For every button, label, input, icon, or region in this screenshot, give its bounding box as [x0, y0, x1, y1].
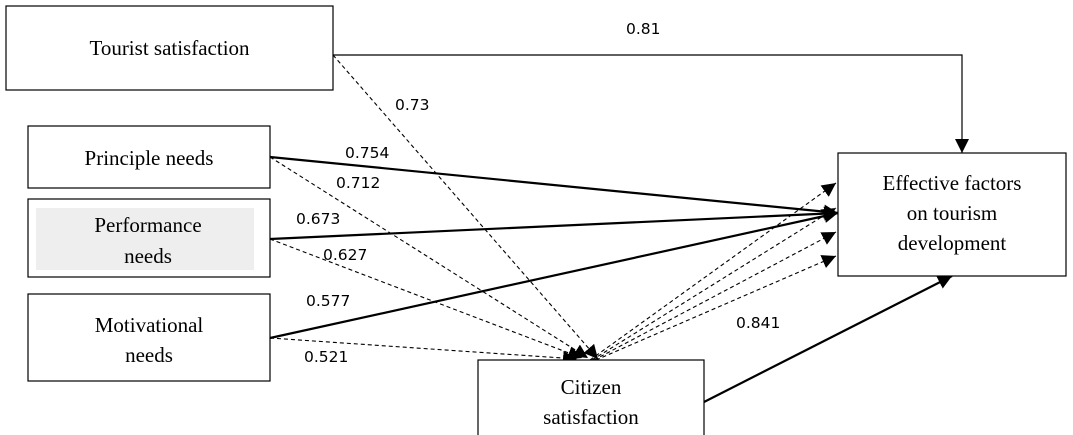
- node-effective-factors: Effective factors on tourism development: [837, 152, 1067, 277]
- arrow-principle-to-effective: [269, 155, 839, 219]
- node-label-line: needs: [124, 244, 172, 268]
- coef-tourist-to-citizen: 0.73: [395, 96, 430, 114]
- svg-text:on tourism: on tourism: [907, 201, 997, 225]
- arrow-performance-to-effective: [269, 206, 839, 241]
- node-principle-needs: Principle needs: [27, 125, 271, 189]
- node-label-line: Effective factors: [883, 171, 1022, 195]
- node-performance-needs: Performance needs: [27, 198, 271, 278]
- svg-text:Principle needs: Principle needs: [85, 146, 214, 170]
- svg-text:Motivational: Motivational: [95, 313, 204, 337]
- node-label-line: Principle needs: [85, 146, 214, 170]
- arrow-citizen-to-effective-dashed-3: [593, 231, 837, 361]
- arrow-citizen-to-effective: [703, 275, 953, 403]
- svg-text:Effective factors: Effective factors: [883, 171, 1022, 195]
- node-label-line: Tourist satisfaction: [89, 36, 250, 60]
- svg-text:Tourist satisfaction: Tourist satisfaction: [89, 36, 250, 60]
- svg-text:satisfaction: satisfaction: [543, 405, 639, 429]
- coef-motivational-to-effective: 0.577: [306, 292, 350, 310]
- svg-text:Citizen: Citizen: [561, 375, 622, 399]
- coef-citizen-to-effective: 0.841: [736, 314, 780, 332]
- arrow-citizen-to-effective-dashed-4: [595, 255, 837, 361]
- node-motivational-needs: Motivational needs: [27, 293, 271, 382]
- arrow-tourist-to-citizen: [332, 54, 599, 360]
- coef-principle-to-effective: 0.754: [345, 144, 389, 162]
- arrow-tourist-to-effective: [333, 54, 969, 153]
- svg-text:Performance: Performance: [94, 213, 201, 237]
- arrow-motivational-to-effective: [269, 209, 839, 340]
- arrow-citizen-to-effective-dashed-2: [591, 207, 837, 361]
- node-label-line: Citizen: [561, 375, 622, 399]
- node-tourist-satisfaction: Tourist satisfaction: [5, 5, 334, 91]
- coef-performance-to-citizen: 0.627: [323, 246, 367, 264]
- node-label-line: on tourism: [907, 201, 997, 225]
- node-label-line: needs: [125, 343, 173, 367]
- arrow-citizen-to-effective-dashed-1: [589, 182, 837, 361]
- svg-text:needs: needs: [124, 244, 172, 268]
- node-label-line: Motivational: [95, 313, 204, 337]
- node-label-line: Performance: [94, 213, 201, 237]
- node-label-line: satisfaction: [543, 405, 639, 429]
- node-citizen-satisfaction: Citizen satisfaction: [477, 359, 705, 435]
- coef-motivational-to-citizen: 0.521: [304, 348, 348, 366]
- node-label-line: development: [898, 231, 1007, 255]
- coef-tourist-to-effective: 0.81: [626, 20, 661, 38]
- svg-text:development: development: [898, 231, 1007, 255]
- coef-principle-to-citizen: 0.712: [336, 174, 380, 192]
- arrow-motivational-to-citizen: [269, 337, 578, 366]
- coef-performance-to-effective: 0.673: [296, 210, 340, 228]
- svg-text:needs: needs: [125, 343, 173, 367]
